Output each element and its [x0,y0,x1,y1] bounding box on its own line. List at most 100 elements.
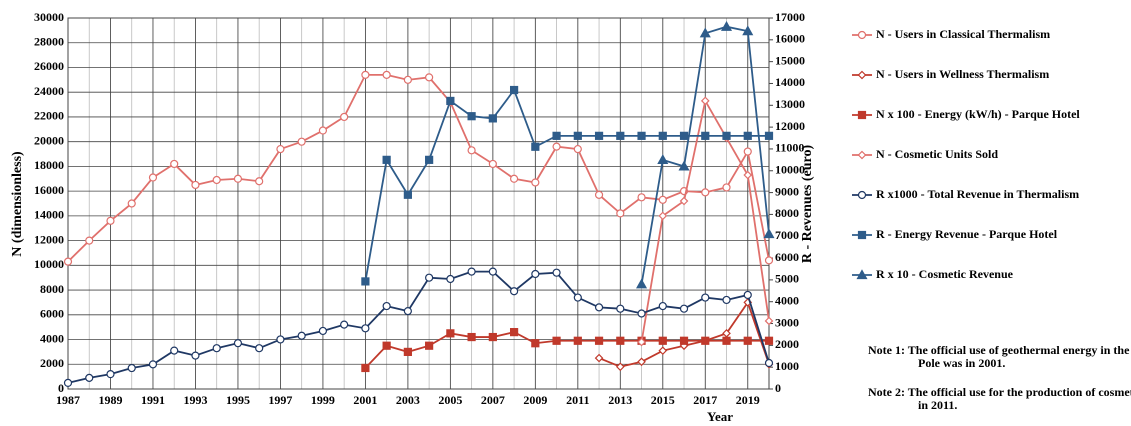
y-tick-label: 22000 [34,109,64,123]
x-tick-label: 2001 [353,393,377,407]
marker [637,309,646,318]
marker [106,216,115,225]
marker [722,295,731,305]
marker [616,131,625,140]
legend-label: N - Cosmetic Units Sold [876,147,998,161]
legend-label: R - Energy Revenue - Parque Hotel [876,227,1058,241]
marker [701,293,710,302]
x-tick-label: 1995 [226,393,250,407]
marker [701,188,710,197]
y2-tick-label: 1000 [775,359,799,373]
y-tick-label: 26000 [34,59,64,73]
marker [722,336,731,345]
marker [743,336,752,345]
marker [594,303,604,312]
legend-label: N x 100 - Energy (kW/h) - Parque Hotel [876,107,1080,121]
marker [446,274,455,284]
marker [127,363,136,373]
x-tick-label: 2011 [566,393,589,407]
marker [170,159,179,169]
marker [488,332,497,342]
marker [361,363,370,373]
marker [425,273,434,282]
y2-tick-label: 0 [775,381,781,395]
marker [467,332,476,342]
marker [743,131,752,140]
y2-tick-label: 7000 [775,228,799,242]
marker [276,335,285,344]
marker [679,196,689,206]
marker [191,351,200,360]
marker [170,346,179,355]
marker [531,269,540,279]
marker [679,304,689,313]
y-tick-label: 20000 [34,133,64,147]
y-tick-label: 24000 [34,84,64,98]
x-tick-label: 2005 [438,393,462,407]
marker [467,112,476,121]
marker [382,341,391,350]
marker [857,30,867,40]
marker [857,110,867,120]
y2-tick-label: 4000 [775,293,799,307]
y2-axis-title: R - Revenues (euro) [800,145,815,264]
marker [616,304,625,313]
y-tick-label: 6000 [40,307,64,321]
x-tick-label: 1991 [141,393,165,407]
y2-tick-label: 9000 [775,184,799,198]
y-tick-label: 4000 [40,331,64,345]
x-tick-label: 1987 [56,393,80,407]
series-line [67,270,770,384]
marker [701,336,710,345]
marker [509,174,519,183]
marker [340,112,349,122]
y2-tick-label: 17000 [775,10,805,24]
x-tick-label: 1993 [183,393,207,407]
marker [699,27,711,38]
marker [509,287,519,296]
marker [615,362,625,372]
marker [63,378,73,387]
marker [573,131,582,140]
marker [446,329,455,338]
y-tick-label: 0 [58,381,64,395]
marker [425,341,434,350]
y-tick-label: 2000 [40,356,64,370]
marker [340,320,349,329]
marker [233,339,243,348]
marker [594,353,604,363]
marker [743,290,752,300]
legend-label: N - Users in Wellness Thermalism [876,67,1049,81]
marker [616,209,625,218]
marker [658,131,667,140]
y2-tick-label: 13000 [775,97,805,111]
marker [764,336,774,345]
marker [720,21,733,31]
marker [403,190,412,199]
y2-tick-label: 3000 [775,315,799,329]
marker [594,336,604,345]
marker [637,193,646,202]
y2-tick-label: 10000 [775,163,805,177]
marker [297,331,306,340]
series-line [67,73,770,263]
marker [658,195,667,204]
marker [722,183,731,192]
marker [425,73,434,82]
note: Note 1: The official use of geothermal e… [868,343,1131,370]
x-tick-label: 2013 [608,393,632,407]
marker [531,142,540,151]
marker [361,70,370,79]
series-line [364,88,769,282]
marker [573,336,582,345]
note: Note 2: The official use for the product… [868,385,1131,412]
y-tick-label: 30000 [34,10,64,24]
y-tick-label: 18000 [34,158,64,172]
marker [573,144,582,154]
y2-tick-label: 8000 [775,206,799,220]
y2-tick-label: 12000 [775,119,805,133]
marker [425,155,434,164]
x-tick-label: 2017 [693,393,717,407]
y-tick-label: 10000 [34,257,64,271]
